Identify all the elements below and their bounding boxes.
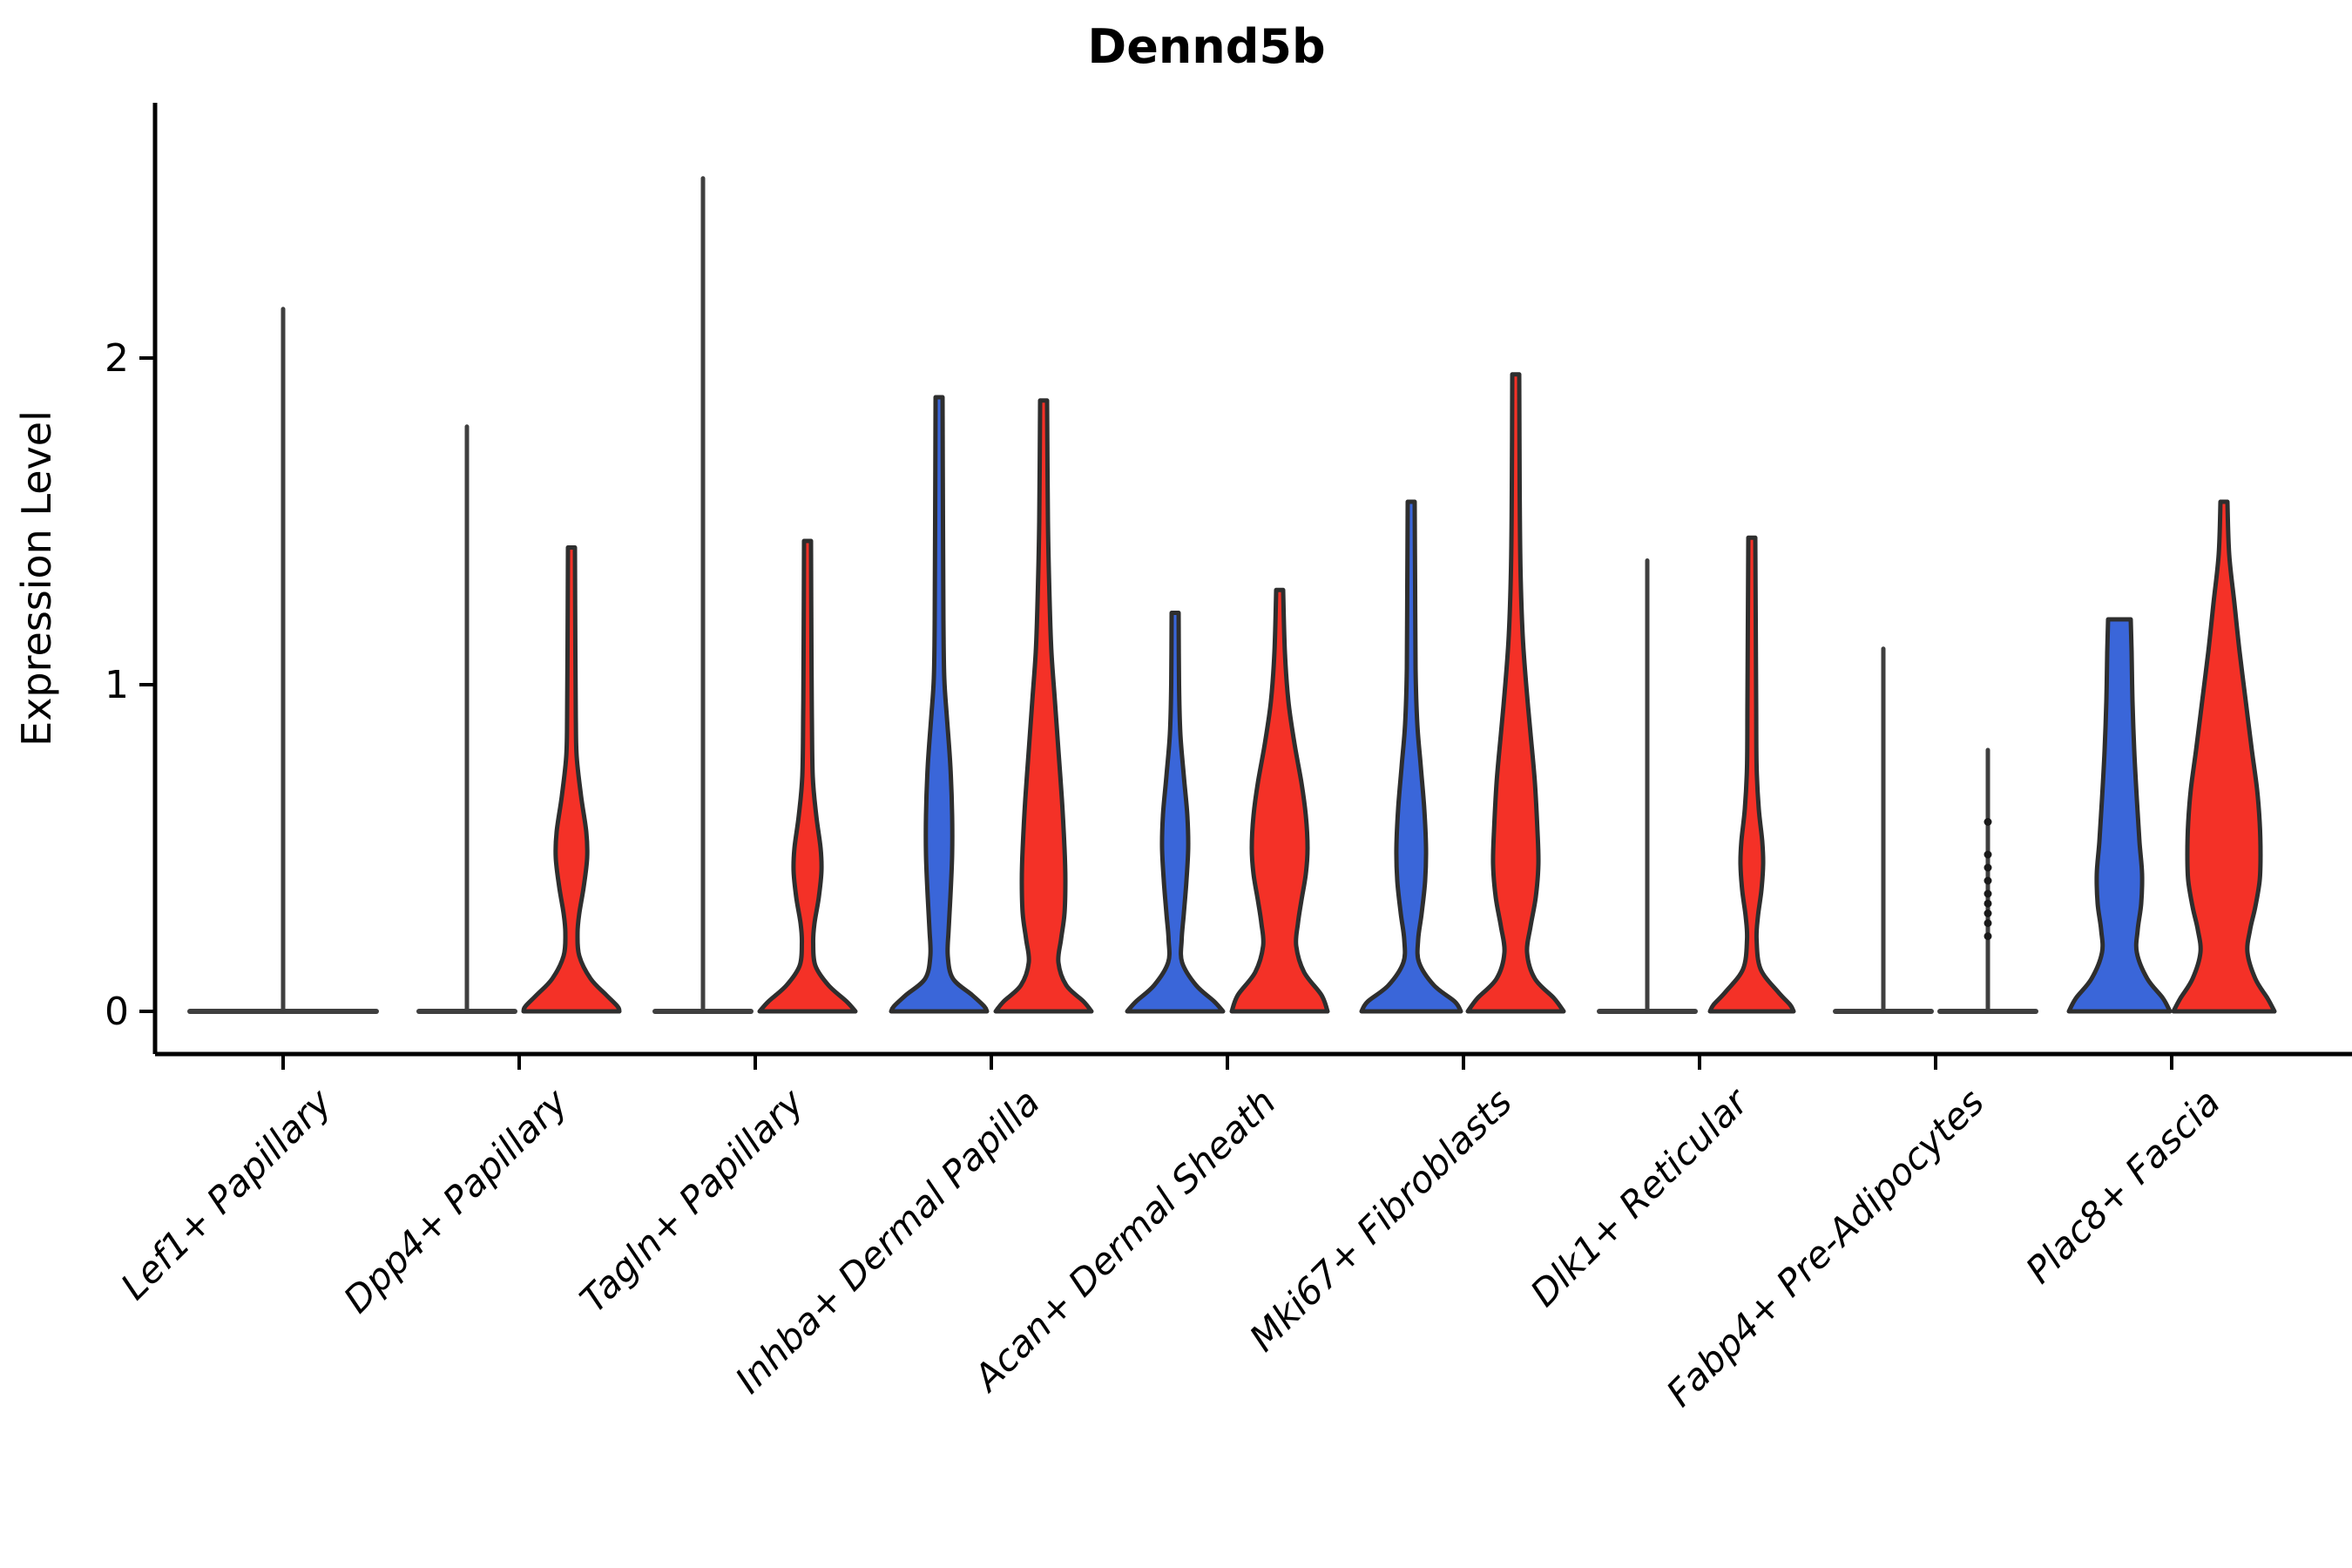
x-tick-label-tagln-papillary: Tagln+ Papillary bbox=[571, 1080, 813, 1321]
x-tick-label-dlk1-reticular: Dlk1+ Reticular bbox=[1522, 1078, 1758, 1315]
violin-mki67-fibroblasts-blue bbox=[1359, 499, 1463, 1014]
violin-fabp4-pre-adipocytes-red-point-1 bbox=[1984, 919, 1992, 928]
violin-fabp4-pre-adipocytes-red-point-6 bbox=[1984, 863, 1992, 872]
violin-mki67-fibroblasts-red bbox=[1465, 372, 1566, 1014]
violin-group-dpp4-papillary bbox=[416, 424, 622, 1014]
x-tick-label-dpp4-papillary: Dpp4+ Papillary bbox=[335, 1080, 577, 1321]
y-tick-label-2: 2 bbox=[105, 336, 129, 381]
y-tick-label-1: 1 bbox=[105, 663, 129, 707]
x-tick-label-lef1-papillary: Lef1+ Papillary bbox=[112, 1080, 341, 1308]
violin-group-acan-dermal-sheath bbox=[1125, 587, 1330, 1014]
x-tick-label-plac8-fascia: Plac8+ Fascia bbox=[2017, 1080, 2228, 1291]
violin-fabp4-pre-adipocytes-red-point-5 bbox=[1984, 876, 1992, 885]
violin-tagln-papillary-red bbox=[757, 538, 858, 1014]
violin-dpp4-papillary-red bbox=[521, 545, 622, 1014]
violin-fabp4-pre-adipocytes-red-point-4 bbox=[1984, 889, 1992, 898]
violin-plac8-fascia-blue bbox=[2066, 617, 2173, 1014]
violin-fabp4-pre-adipocytes-red-point-3 bbox=[1984, 899, 1992, 908]
violin-group-dlk1-reticular bbox=[1597, 535, 1796, 1014]
violin-group-plac8-fascia bbox=[2066, 499, 2277, 1014]
plot-title: Dennd5b bbox=[1087, 19, 1325, 74]
violin-group-mki67-fibroblasts bbox=[1359, 372, 1566, 1014]
violin-acan-dermal-sheath-red bbox=[1229, 587, 1330, 1014]
violin-inhba-dermal-papilla-blue bbox=[889, 395, 990, 1014]
violin-plac8-fascia-red bbox=[2171, 499, 2277, 1014]
violin-group-inhba-dermal-papilla bbox=[889, 395, 1094, 1014]
violin-dlk1-reticular-red bbox=[1707, 535, 1796, 1014]
violin-fabp4-pre-adipocytes-red-point-2 bbox=[1984, 909, 1992, 917]
y-axis-label: Expression Level bbox=[13, 410, 60, 747]
violin-inhba-dermal-papilla-red bbox=[993, 398, 1094, 1014]
violin-fabp4-pre-adipocytes-red-point-8 bbox=[1984, 818, 1992, 826]
violin-fabp4-pre-adipocytes-red-point-0 bbox=[1984, 932, 1992, 941]
x-tick-label-mki67-fibroblasts: Mki67+ Fibroblasts bbox=[1241, 1080, 1520, 1359]
violin-group-fabp4-pre-adipocytes bbox=[1833, 646, 2038, 1014]
violin-group-lef1-papillary bbox=[187, 307, 379, 1014]
violin-acan-dermal-sheath-blue bbox=[1125, 611, 1226, 1014]
violin-group-tagln-papillary bbox=[652, 176, 858, 1014]
violins-layer bbox=[187, 176, 2277, 1014]
y-tick-label-0: 0 bbox=[105, 990, 129, 1034]
violin-fabp4-pre-adipocytes-red-point-7 bbox=[1984, 850, 1992, 859]
